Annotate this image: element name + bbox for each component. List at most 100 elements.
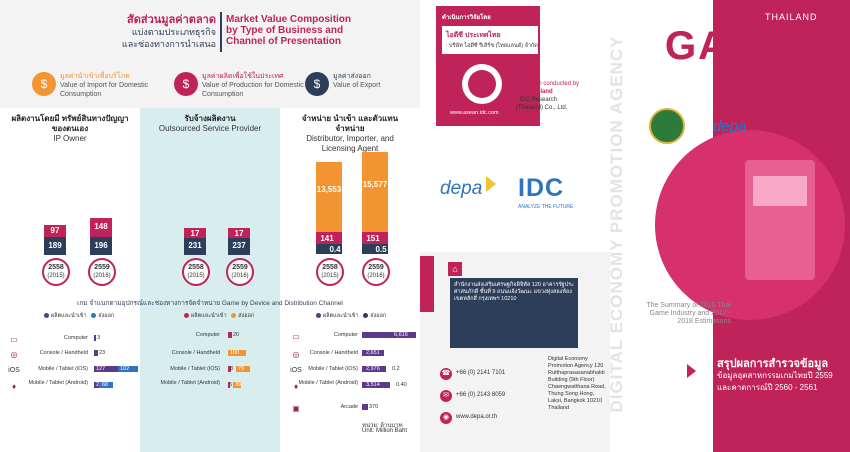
fax-number[interactable]: +66 (0) 2143 8059: [456, 392, 506, 398]
research-credit: Research conducted by IDC Thailand : IDC…: [516, 81, 580, 111]
hval-os-android-import: 5: [229, 382, 233, 388]
hval-dist-android-import: 3,514: [366, 382, 380, 388]
ministry-seal: [649, 108, 685, 144]
row-label-computer: Computer: [333, 332, 358, 338]
year-badge-2016-os: 2559 (2016): [226, 258, 254, 286]
bar-dist-2016-import: [362, 152, 388, 232]
hval-os-ios-import: 8: [230, 366, 234, 372]
hbar-os-computer: [228, 332, 232, 338]
hval-dist-ios-export: 0.2: [392, 366, 400, 372]
hbar-ip-ios-export: [118, 366, 138, 372]
col-bg-distributor: [280, 108, 420, 296]
legend-import: มูลค่านำเข้าเพื่อบริโภค Value of Import …: [60, 73, 149, 98]
hval-os-computer: 20: [233, 332, 240, 338]
unit-english: Unit: Million Baht: [362, 428, 408, 434]
hbar-os-ios-export: [236, 366, 250, 372]
row-label-console: Console / Handheld: [171, 350, 220, 356]
ios-icon: iOS: [290, 367, 302, 374]
row-label-computer: Computer: [195, 332, 220, 338]
value-dist-2015-export: 0.4: [329, 245, 341, 254]
row-label-android: Mobile / Tablet (Android): [298, 380, 358, 386]
hbar-ip-console: [94, 350, 98, 356]
bar-os-2016-export: [228, 238, 250, 255]
game-logo: GAME: [665, 24, 793, 68]
phone-number[interactable]: +66 (0) 2141 7101: [456, 370, 506, 376]
row-label-ios: Mobile / Tablet (iOS): [170, 366, 220, 372]
year-badge-2015-ip: 2558 (2015): [42, 258, 70, 286]
hbar-os-console: [228, 350, 246, 356]
device-col-bg-os: [140, 296, 280, 452]
value-os-2016-production: 17: [234, 229, 244, 238]
hval-ip-ios-export: 102: [120, 366, 130, 372]
hval-dist-console: 2,651: [366, 350, 380, 356]
hval-ip-computer: 3: [97, 335, 101, 341]
hval-dist-android-export: 0.40: [396, 382, 407, 388]
hbar-ip-ios-import: [94, 366, 118, 372]
globe-icon-inner: [468, 70, 496, 98]
idc-thai-box: [442, 26, 538, 54]
value-dist-2015-import: 13,553: [316, 185, 342, 194]
device-legend-os: ผลิตและนำเข้า ส่งออก: [184, 312, 254, 320]
web-icon: ◉: [440, 412, 452, 424]
year-badge-2015-dist: 2558 (2015): [316, 258, 344, 286]
android-icon: ♦: [11, 382, 17, 391]
address-card: [450, 278, 578, 348]
bar-dist-2015-export: [316, 244, 342, 254]
thailand-label: THAILAND: [765, 12, 818, 22]
dot-export: [363, 313, 369, 319]
row-label-console: Console / Handheld: [309, 350, 358, 356]
idc-logo: IDC: [518, 174, 565, 202]
hval-dist-ios-import: 2,976: [366, 366, 380, 372]
depa-website[interactable]: www.depa.or.th: [456, 414, 498, 420]
row-label-computer: Computer: [63, 335, 88, 341]
idc-thai-company: : บริษัท ไอดีซี รีเสิร์ช (ไทยแลนด์) จำกั…: [446, 43, 538, 49]
hbar-dist-arcade: [362, 404, 368, 410]
value-os-2016-export: 237: [232, 241, 246, 250]
dot-import: [184, 313, 189, 319]
row-label-android: Mobile / Tablet (Android): [28, 380, 88, 386]
bar-ip-2016-production: [90, 218, 112, 237]
summary-english: The Summary of 2016 Thai Game Industry a…: [646, 302, 731, 325]
value-dist-2016-export: 0.5: [375, 245, 387, 254]
row-label-console: Console / Handheld: [39, 350, 88, 356]
row-label-android: Mobile / Tablet (Android): [160, 380, 220, 386]
production-icon: $: [174, 72, 198, 96]
hval-ip-android-export: 68: [102, 382, 109, 388]
summary-thai: สรุปผลการสำรวจข้อมูล ข้อมูลอุตสาหกรรมเกม…: [717, 358, 833, 392]
arcade-screen-graphic: [753, 176, 807, 206]
import-icon: $: [32, 72, 56, 96]
hbar-os-ios-import: [228, 366, 231, 372]
year-badge-2015-os: 2558 (2015): [182, 258, 210, 286]
hbar-ip-android-import: [94, 382, 99, 388]
value-ip-2015-export: 189: [48, 241, 62, 250]
android-icon: ♦: [293, 382, 299, 391]
bar-dist-2015-import: [316, 162, 342, 232]
hval-ip-console: 23: [99, 350, 106, 356]
col-header-distributor: จำหน่าย นำเข้า และตัวแทนจำหน่าย Distribu…: [301, 114, 399, 153]
year-badge-2016-dist: 2559 (2016): [362, 258, 390, 286]
title-thai: สัดส่วนมูลค่าตลาด แบ่งตามประเภทธุรกิจ แล…: [121, 14, 216, 49]
value-ip-2015-production: 97: [50, 226, 60, 235]
phone-icon: ☎: [440, 368, 452, 380]
bar-dist-2016-export: [362, 244, 388, 254]
col-bg-outsource: [140, 108, 280, 296]
device-legend-dist: ผลิตและนำเข้า ส่งออก: [316, 312, 386, 320]
arrow-icon: [687, 364, 696, 378]
legend-production: มูลค่าผลิตเพื่อใช้ในประเทศ Value of Prod…: [202, 73, 304, 98]
unit-thai: หน่วย: ล้านบาท: [362, 423, 403, 429]
row-label-ios: Mobile / Tablet (iOS): [308, 366, 358, 372]
col-bg-ip: [0, 108, 140, 296]
depa-logo: depa: [440, 178, 483, 199]
hval-ip-ios-import: 127: [96, 366, 106, 372]
gamepad-icon: ◎: [292, 350, 300, 359]
contact-panel: ดำเนินการวิจัยโดย ไอดีซี ประเทศไทย : บริ…: [420, 0, 635, 452]
hbar-os-android-import: [228, 382, 230, 388]
hval-dist-arcade: 370: [369, 404, 379, 410]
accent-bar: [420, 256, 434, 312]
value-ip-2016-production: 148: [94, 222, 108, 231]
idc-website[interactable]: www.asean.idc.com: [450, 110, 499, 116]
research-header: ดำเนินการวิจัยโดย: [442, 15, 491, 21]
ios-icon: iOS: [8, 367, 20, 374]
value-os-2015-production: 17: [190, 229, 200, 238]
bar-dist-2016-production: [362, 232, 388, 244]
